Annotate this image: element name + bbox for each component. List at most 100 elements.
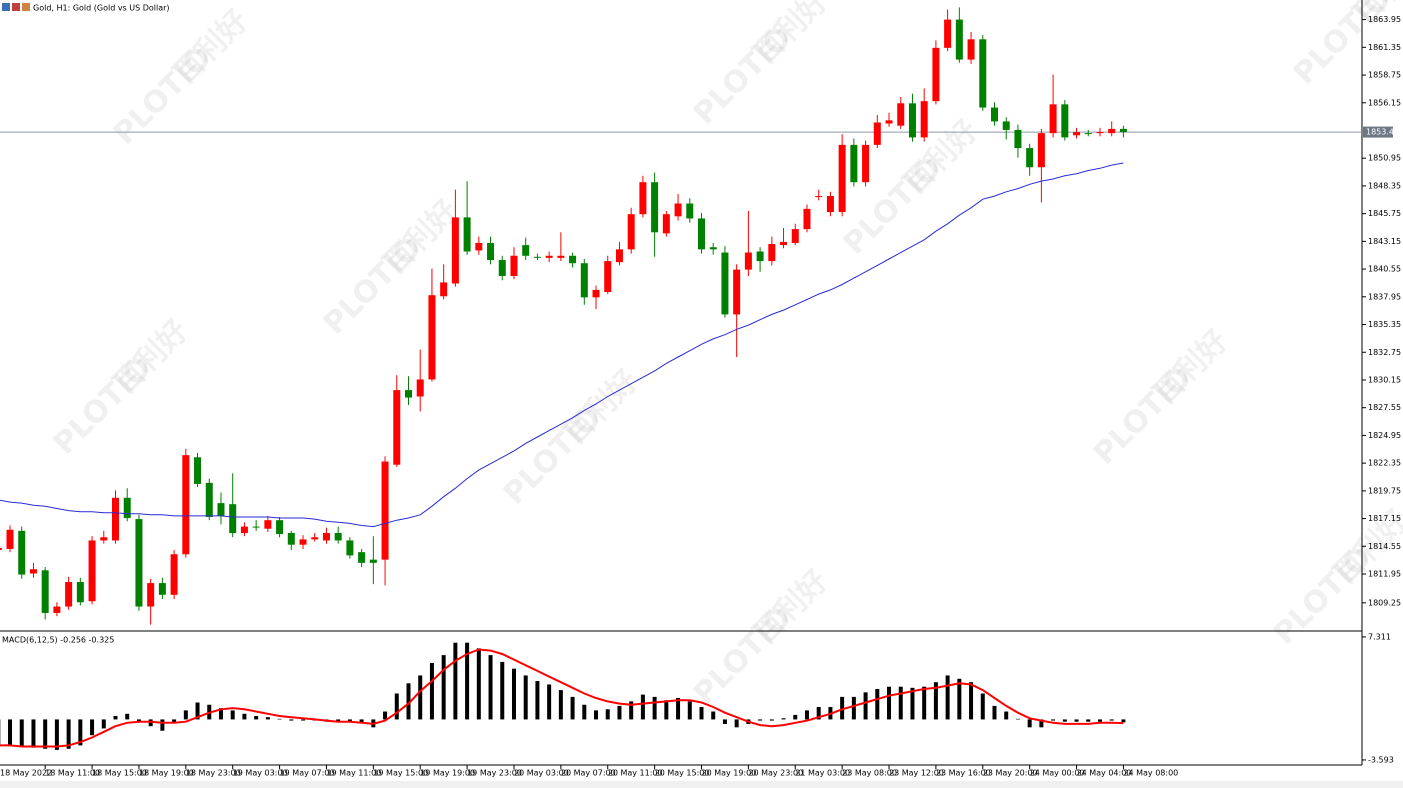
macd-bar xyxy=(605,709,610,720)
candle-body xyxy=(522,245,530,256)
macd-bar xyxy=(90,719,95,736)
candle-body xyxy=(100,537,108,541)
candle-body xyxy=(346,540,354,556)
candle-body xyxy=(721,252,729,315)
candle-body xyxy=(29,569,37,574)
scrollbar[interactable] xyxy=(0,781,1403,788)
y-tick-label: 1830.15 xyxy=(1368,375,1401,384)
x-tick-label: 23 May 12:00 xyxy=(889,769,944,778)
macd-bar xyxy=(816,707,821,720)
candle-body xyxy=(498,260,506,277)
x-tick-label: 21 May 03:00 xyxy=(795,769,850,778)
y-tick-label: 1817.15 xyxy=(1368,514,1401,523)
candle-body xyxy=(580,263,588,298)
macd-bar xyxy=(793,714,798,720)
macd-bar xyxy=(19,719,24,747)
macd-bar xyxy=(488,655,493,720)
candle-body xyxy=(1002,121,1010,130)
candle-body xyxy=(487,242,495,261)
x-tick-label: 19 May 15:00 xyxy=(373,769,428,778)
candle-body xyxy=(147,583,155,607)
candle-body xyxy=(451,217,459,284)
x-tick-label: 19 May 11:00 xyxy=(326,769,381,778)
macd-bar xyxy=(523,675,528,720)
candle-body xyxy=(662,214,670,234)
icon[interactable] xyxy=(12,3,20,11)
macd-bar xyxy=(1039,719,1044,728)
macd-bar xyxy=(758,719,763,721)
macd-bar xyxy=(910,687,915,720)
macd-bar xyxy=(183,710,188,720)
candle-body xyxy=(229,504,237,533)
x-tick-label: 24 May 08:00 xyxy=(1123,769,1178,778)
macd-bar xyxy=(394,693,399,720)
candle-body xyxy=(920,101,928,138)
candle-body xyxy=(416,379,424,397)
candle-body xyxy=(18,530,26,575)
macd-bar xyxy=(547,684,552,720)
macd-bar xyxy=(418,675,423,720)
macd-bar xyxy=(629,701,634,720)
candle-body xyxy=(123,497,131,519)
macd-bar xyxy=(160,719,165,731)
macd-bar xyxy=(148,719,153,727)
macd-bar xyxy=(78,719,83,746)
macd-bar xyxy=(254,716,259,720)
candle-body xyxy=(393,390,401,465)
candle-body xyxy=(1014,129,1022,149)
macd-bar xyxy=(664,700,669,720)
macd-bar xyxy=(101,719,106,729)
y-tick-label: 1840.55 xyxy=(1368,265,1401,274)
candle-body xyxy=(428,295,436,380)
y-tick-label: 1848.35 xyxy=(1368,181,1401,190)
icon[interactable] xyxy=(2,3,10,11)
candle-body xyxy=(88,540,96,602)
macd-bar xyxy=(230,710,235,720)
macd-bar xyxy=(652,696,657,720)
y-tick-label: 1858.75 xyxy=(1368,71,1401,80)
macd-bar xyxy=(1051,719,1056,721)
y-tick-label: 1850.95 xyxy=(1368,154,1401,163)
candle-body xyxy=(557,255,565,258)
macd-bar xyxy=(933,682,938,720)
candle-body xyxy=(311,537,319,540)
candle-body xyxy=(639,182,647,215)
x-tick-label: 20 May 15:00 xyxy=(655,769,710,778)
macd-bar xyxy=(136,719,141,722)
macd-bar xyxy=(734,719,739,728)
macd-bar xyxy=(957,678,962,720)
current-price-box xyxy=(1363,126,1393,138)
candle-body xyxy=(299,539,307,545)
macd-bar xyxy=(769,719,774,721)
candle-body xyxy=(604,261,612,293)
candle-body xyxy=(1061,104,1069,138)
y-tick-label: 1809.25 xyxy=(1368,598,1401,607)
candle-body xyxy=(967,39,975,60)
macd-bar xyxy=(781,718,786,720)
y-tick-label: 1845.75 xyxy=(1368,209,1401,218)
macd-bar xyxy=(570,696,575,720)
moving-average xyxy=(0,162,1124,528)
x-tick-label: 20 May 07:00 xyxy=(561,769,616,778)
candle-body xyxy=(674,203,682,217)
candle-body xyxy=(65,582,73,607)
candle-body xyxy=(170,554,178,595)
macd-bar xyxy=(465,642,470,720)
macd-bar xyxy=(1121,719,1126,723)
signal-line xyxy=(0,648,1124,748)
icon[interactable] xyxy=(22,3,30,11)
x-tick-label: 18 May 15:00 xyxy=(92,769,147,778)
macd-bar xyxy=(429,663,434,720)
x-tick-label: 19 May 19:00 xyxy=(420,769,475,778)
y-tick-label: 1856.15 xyxy=(1368,98,1401,107)
macd-bar xyxy=(722,719,727,724)
candle-body xyxy=(76,582,84,603)
macd-bar xyxy=(113,716,118,720)
macd-bar xyxy=(66,719,71,749)
macd-bar xyxy=(406,683,411,720)
current-price-label: 1853.40 xyxy=(1366,128,1399,137)
candle-body xyxy=(1026,148,1034,168)
candle-body xyxy=(780,241,788,246)
y-tick-label: -3.593 xyxy=(1368,755,1394,764)
